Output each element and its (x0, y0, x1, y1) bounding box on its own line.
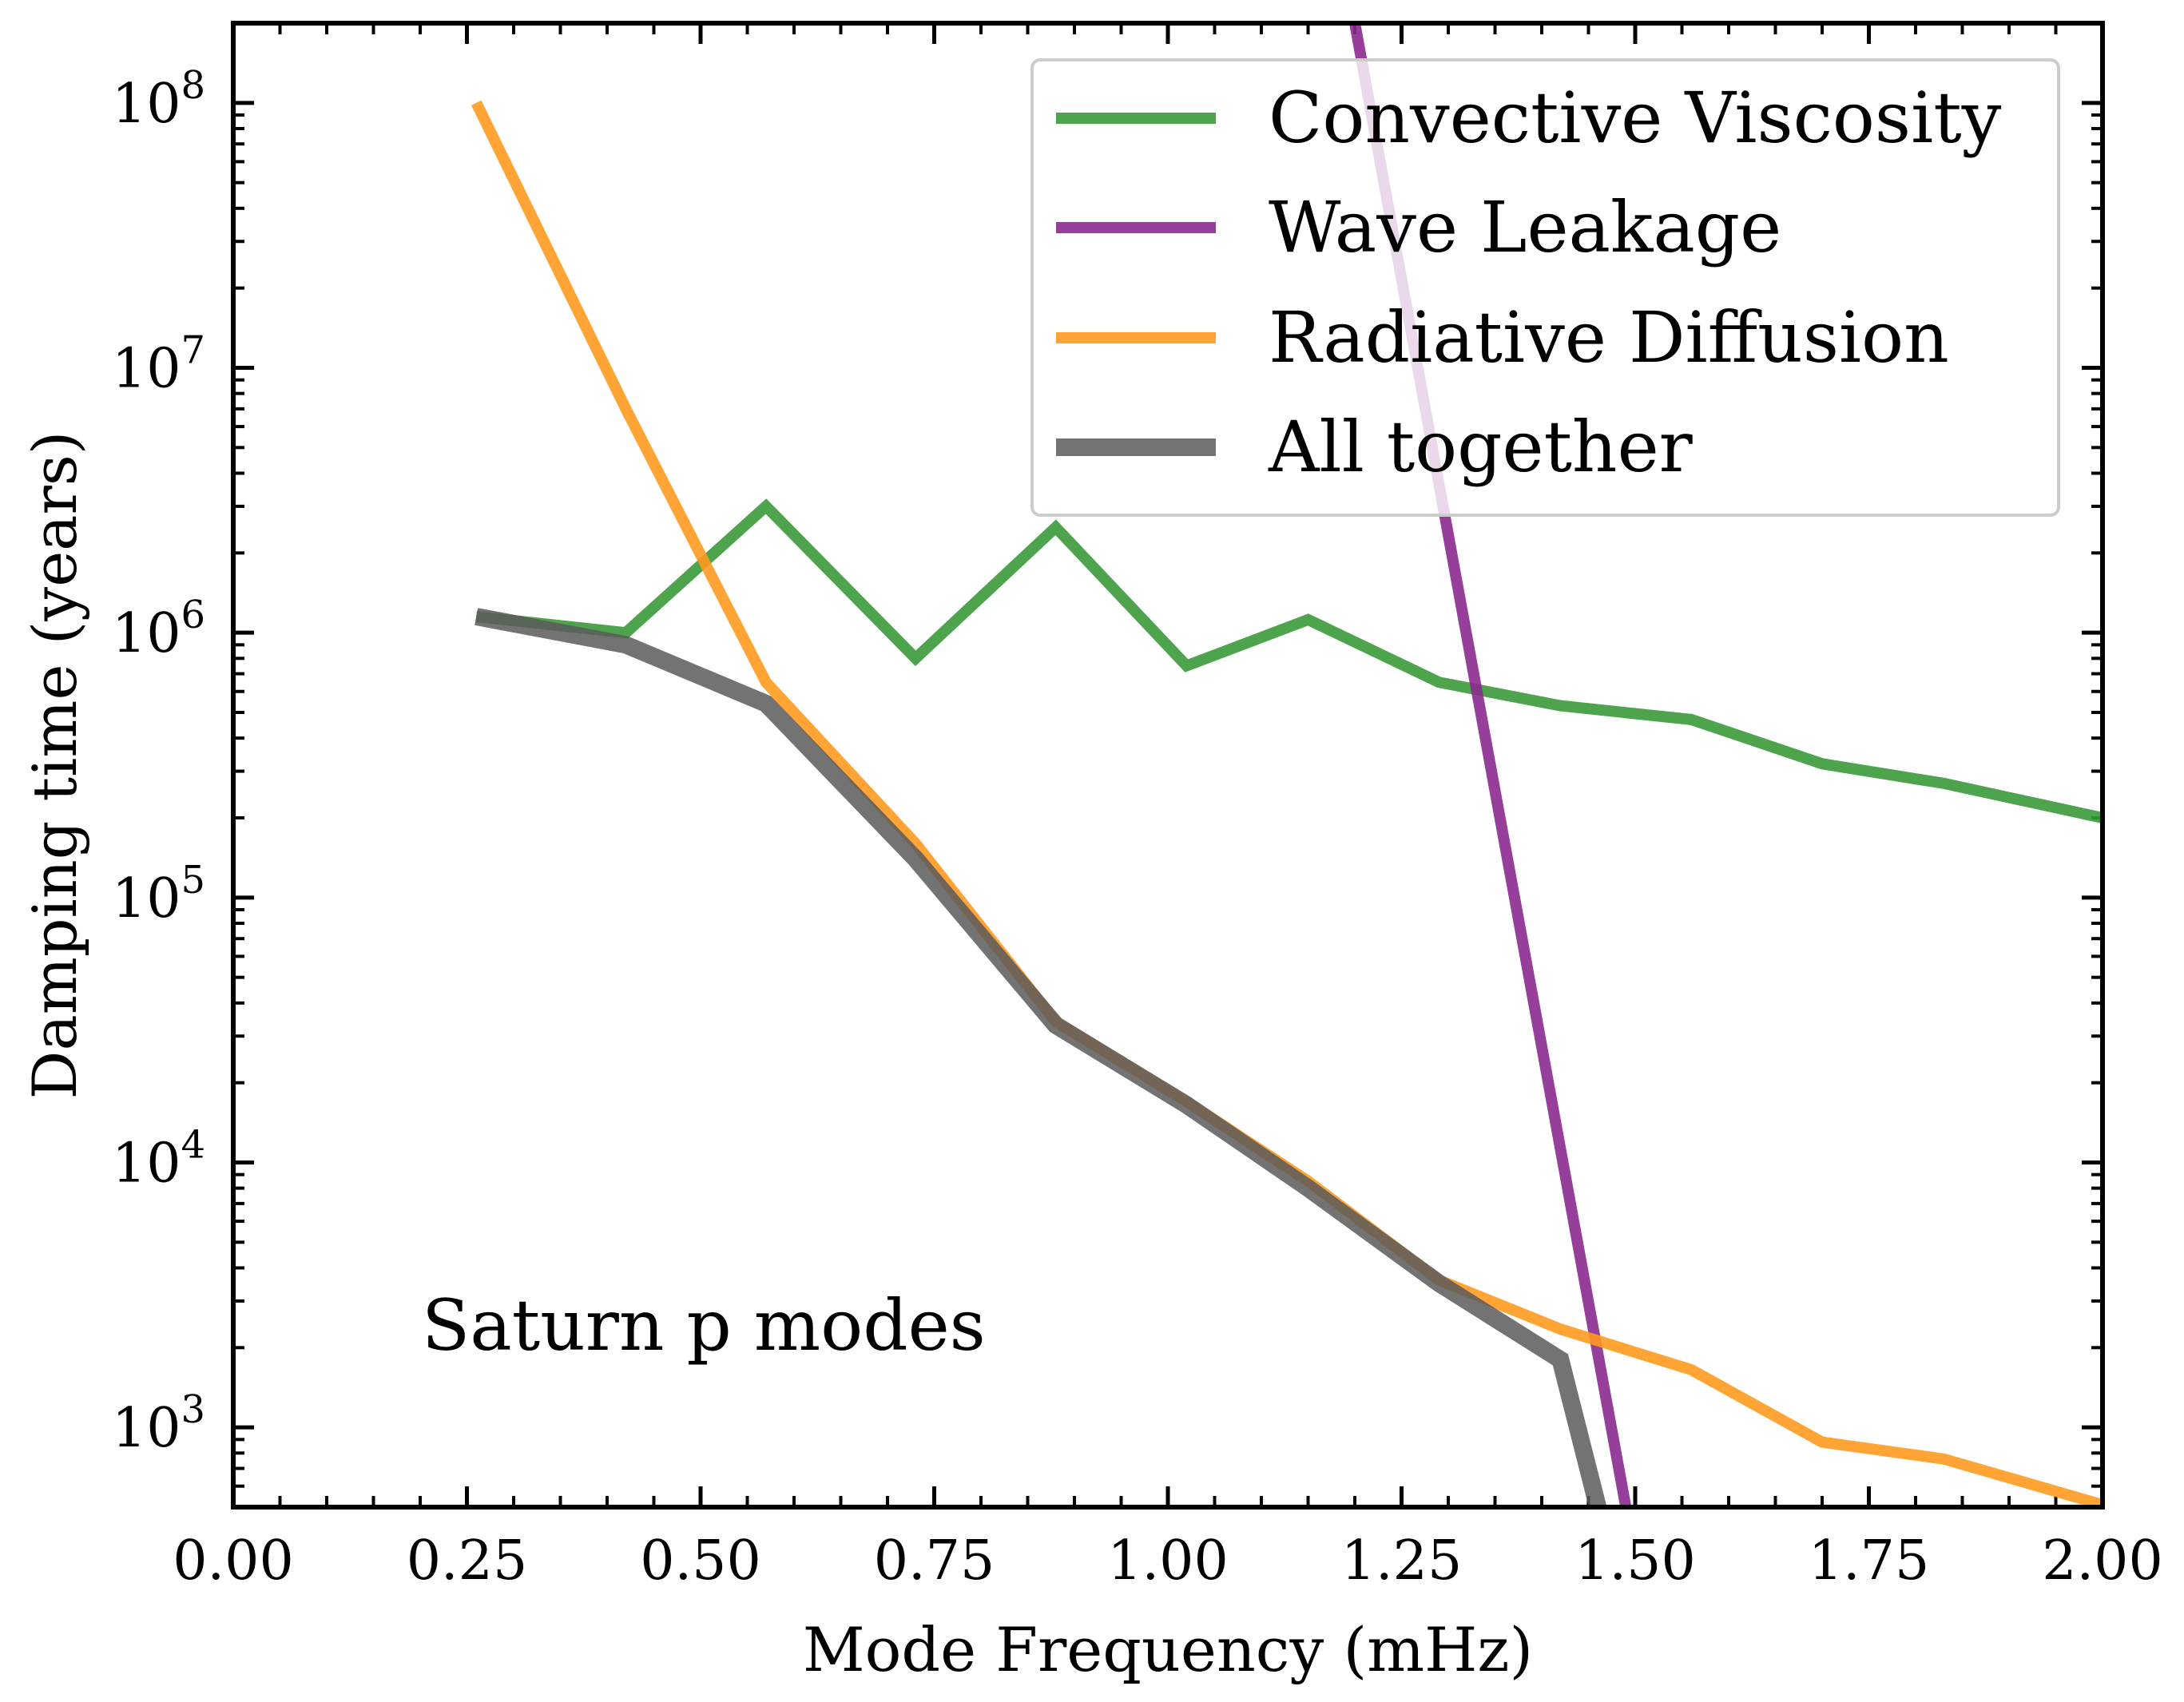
x-tick-label: 0.25 (407, 1529, 527, 1593)
legend-label-all-together: All together (1268, 406, 1694, 488)
series-line-all-together (475, 608, 1606, 1507)
series-line-convective-viscosity (475, 498, 2103, 823)
y-tick-label: 104 (112, 1122, 205, 1195)
legend: Convective Viscosity Wave Leakage Radiativ… (1030, 58, 2060, 517)
x-tick-label: 0.75 (874, 1529, 995, 1593)
x-tick-label: 1.25 (1341, 1529, 1462, 1593)
y-axis-ticks: 103 104 105 106 107 108 (112, 63, 2103, 1460)
x-tick-label: 1.75 (1809, 1529, 1929, 1593)
y-tick-label: 103 (112, 1387, 205, 1460)
x-tick-label: 1.50 (1574, 1529, 1695, 1593)
legend-label-radiative-diffusion: Radiative Diffusion (1269, 296, 1949, 379)
plot-frame (231, 21, 2105, 1510)
y-axis-label: Damping time (years) (19, 431, 90, 1100)
y-tick-label: 108 (112, 63, 205, 136)
y-tick-label: 107 (112, 328, 205, 401)
legend-label-wave-leakage: Wave Leakage (1269, 186, 1781, 268)
x-tick-label: 0.50 (640, 1529, 760, 1593)
chart-annotation: Saturn p modes (422, 1284, 986, 1367)
legend-box (1030, 58, 2060, 517)
x-tick-label: 1.00 (1107, 1529, 1228, 1593)
legend-label-convective-viscosity: Convective Viscosity (1269, 77, 2002, 159)
x-tick-label: 0.00 (173, 1529, 293, 1593)
x-axis-label: Mode Frequency (mHz) (803, 1614, 1533, 1685)
x-tick-label: 2.00 (2042, 1529, 2162, 1593)
y-tick-label: 105 (112, 858, 205, 930)
y-tick-label: 106 (112, 593, 205, 665)
x-axis-ticks: 0.00 0.25 0.50 0.75 1.00 1.25 1.50 1.75 2.00 (173, 23, 2163, 1593)
